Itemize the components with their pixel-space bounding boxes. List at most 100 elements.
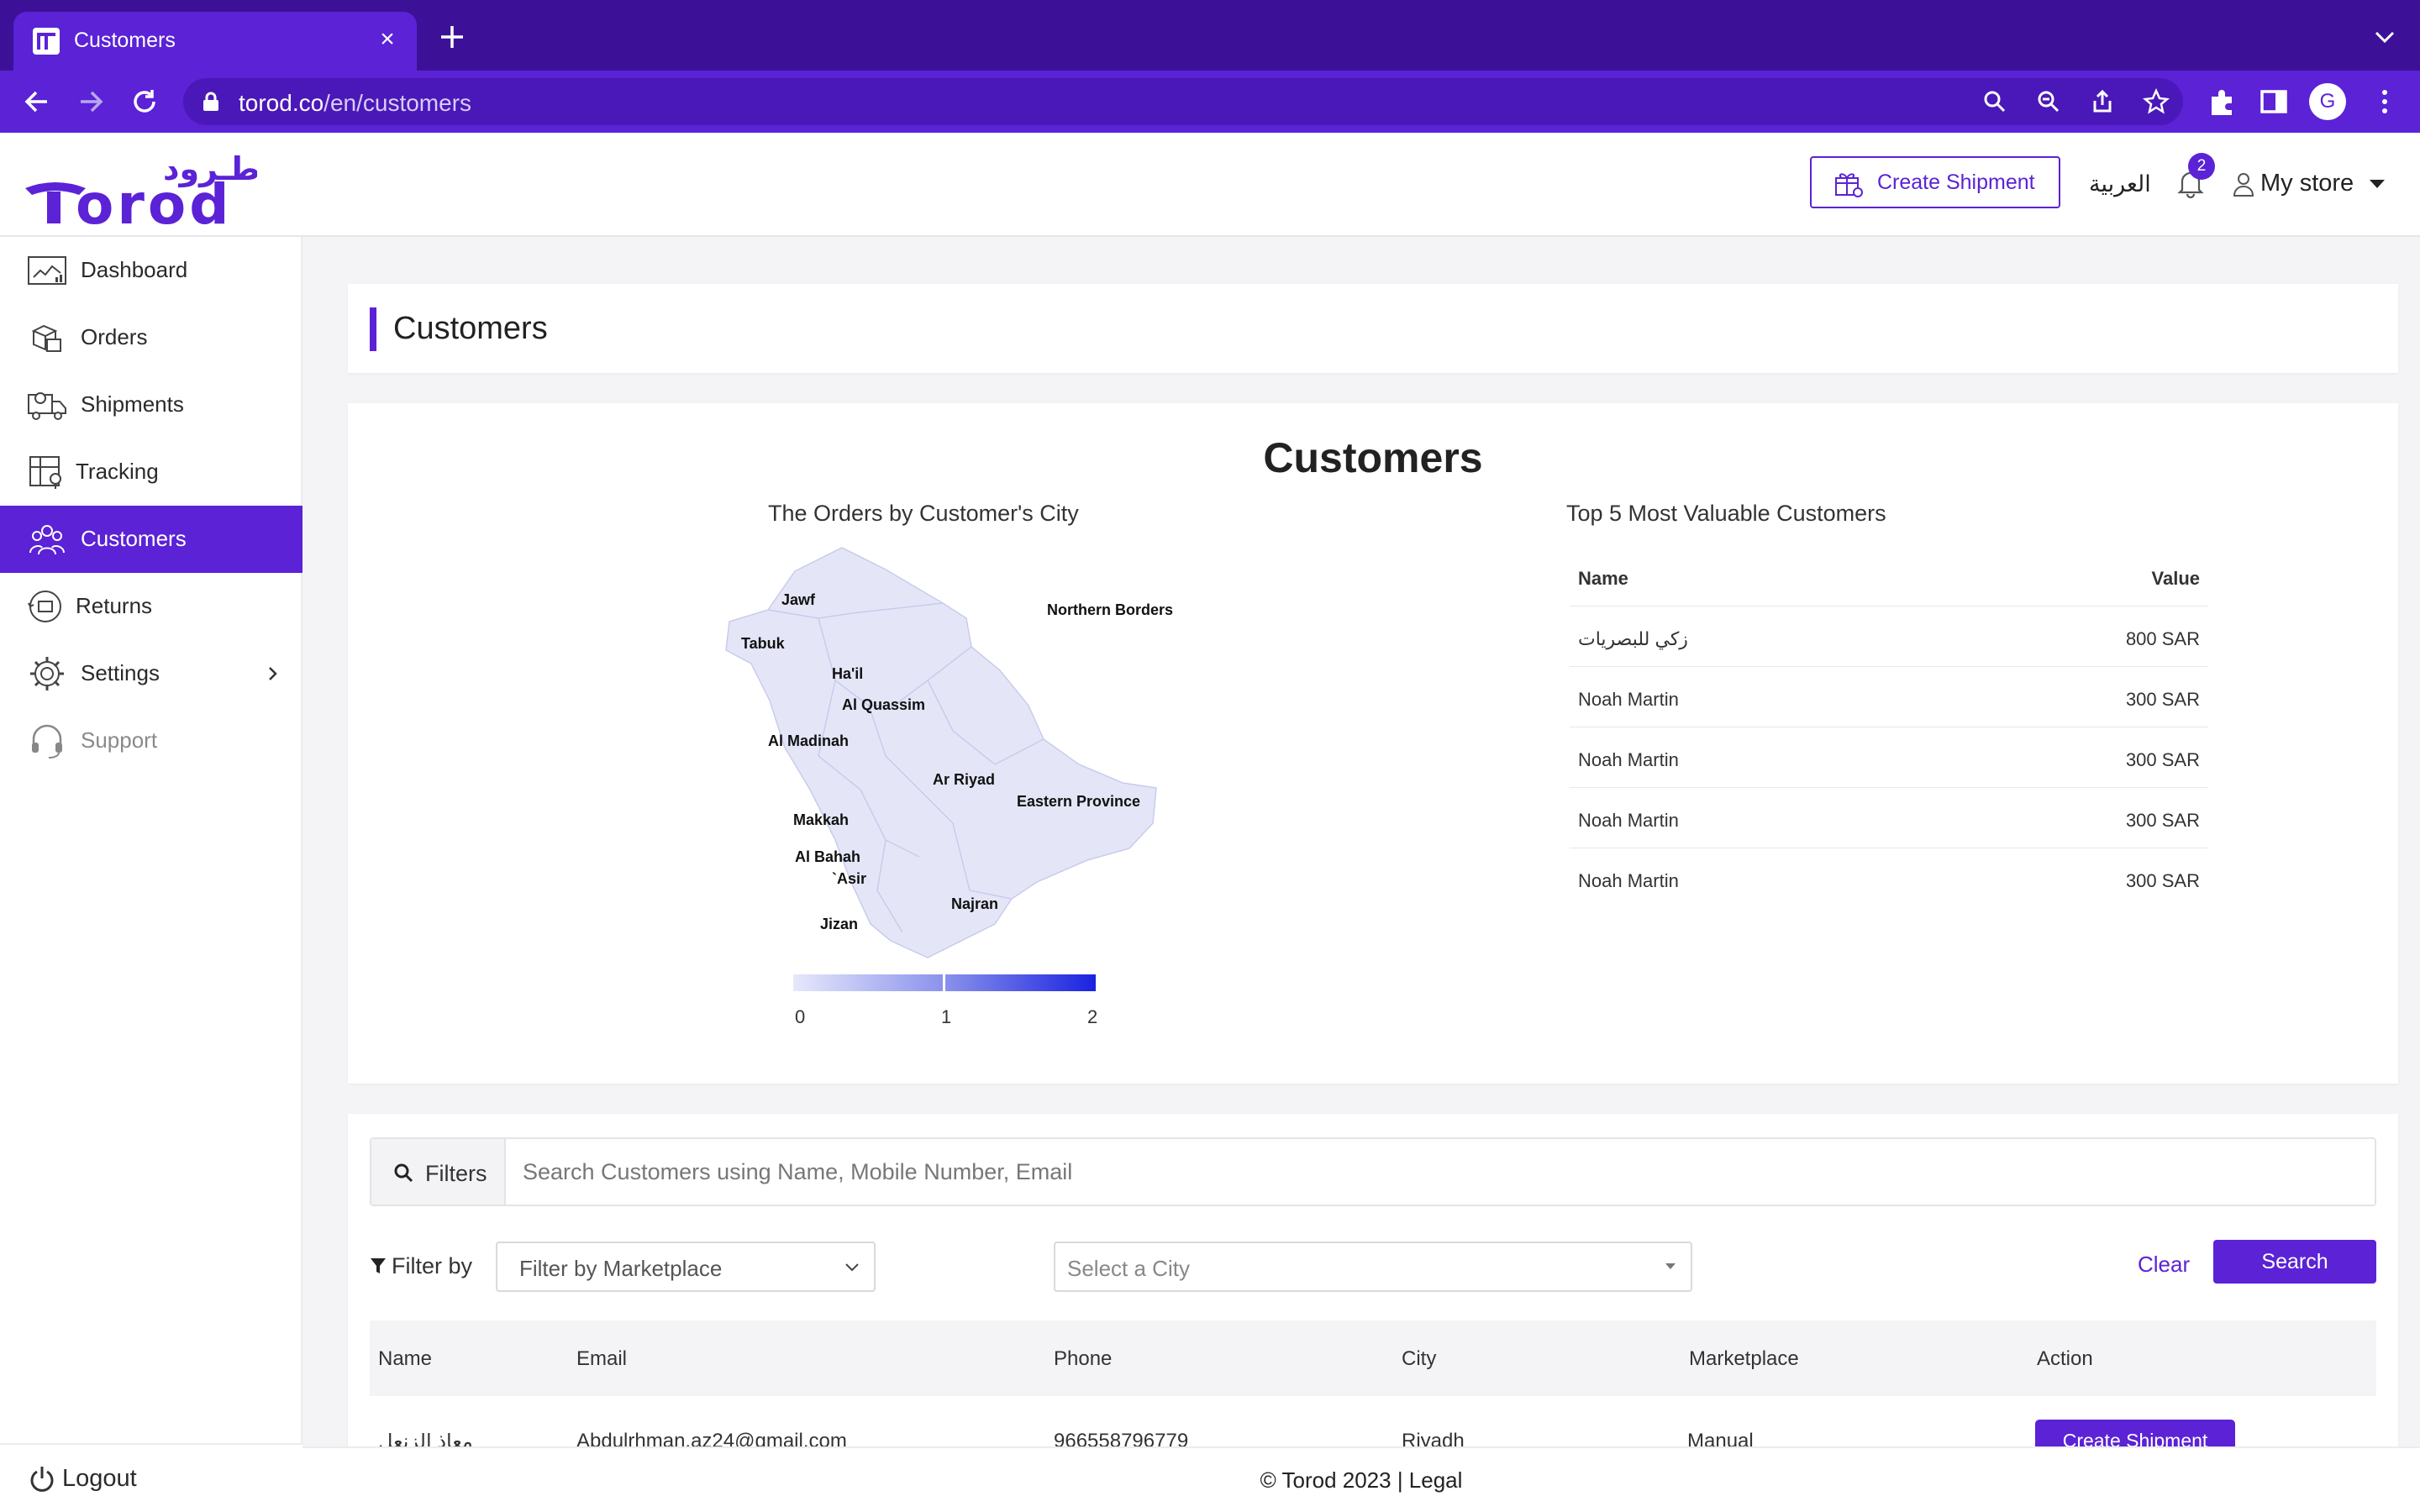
top5-row: Noah Martin 300 SAR [1570,667,2208,727]
dashboard-icon [28,256,66,285]
region-label: Makkah [793,811,849,828]
search-bar: Filters [370,1137,2376,1206]
browser-tabstrip: Customers × [0,0,2420,71]
profile-avatar[interactable]: G [2309,83,2346,120]
close-tab-icon[interactable]: × [380,25,395,53]
lock-icon [203,92,218,111]
region-label: Al Bahah [795,848,860,865]
store-menu[interactable]: My store [2260,170,2354,197]
sidebar-item-tracking[interactable]: Tracking [0,438,302,506]
svg-text:orod: orod [76,172,232,227]
bookmark-star-icon[interactable] [2143,88,2170,115]
logout-button[interactable]: Logout [0,1443,302,1512]
sidebar-item-settings[interactable]: Settings [0,640,302,707]
region-label: Al Madinah [768,732,849,749]
sidebar-item-customers[interactable]: Customers [0,506,302,573]
zoom-out-icon[interactable] [2035,88,2062,115]
sidebar-item-shipments[interactable]: Shipments [0,371,302,438]
caret-down-icon[interactable] [2370,180,2385,188]
search-icon[interactable] [1981,88,2008,115]
returns-icon [28,591,61,622]
column-header: Email [576,1347,628,1370]
legend-tick: 2 [1087,1006,1098,1027]
filters-button[interactable]: Filters [371,1139,506,1205]
legend-tick: 1 [941,1006,952,1027]
marketplace-select[interactable]: Filter by Marketplace [496,1242,876,1292]
forward-icon[interactable] [74,85,108,118]
map-caption: The Orders by Customer's City [768,501,1079,526]
back-icon[interactable] [20,85,54,118]
reload-icon[interactable] [128,85,161,118]
svg-text:طـرود: طـرود [163,150,257,188]
sidebar-item-support[interactable]: Support [0,707,302,774]
color-scale-legend [793,974,1096,991]
customers-stats-card: Customers The Orders by Customer's City … [348,403,2398,1084]
region-label: Najran [951,895,998,912]
gift-box-icon [1835,173,1863,197]
page-title-card: Customers [348,284,2398,373]
top5-row: Noah Martin 300 SAR [1578,870,2200,891]
customers-list-card: Filters Filter by Filter by Marketplace … [348,1114,2398,1512]
settings-icon [30,657,64,690]
city-select[interactable]: Select a City [1054,1242,1692,1292]
app-header: طـرود orod Create Shipment العربية 2 My … [0,133,2420,237]
tracking-icon [29,456,61,489]
user-icon [2233,173,2254,197]
column-header: Phone [1054,1347,1113,1370]
address-bar[interactable]: torod.co/en/customers [183,78,2183,125]
column-header: Name [378,1347,433,1370]
shipments-icon [28,392,66,420]
column-header: Marketplace [1689,1347,1799,1370]
region-label: Northern Borders [1047,601,1173,618]
torod-favicon-icon [33,28,60,55]
language-switch[interactable]: العربية [2089,171,2151,197]
tab-title: Customers [74,29,176,52]
top5-row: Noah Martin 300 SAR [1570,727,2208,788]
browser-toolbar: torod.co/en/customers G [0,71,2420,133]
orders-icon [31,324,61,352]
search-button[interactable]: Search [2213,1240,2376,1284]
sidebar: Dashboard Orders Shipments Tracking Cust… [0,237,302,1512]
region-label: Ar Riyad [933,771,995,788]
customers-icon [29,525,65,555]
top5-table: Name Value زكي للبصريات 800 SAR Noah Mar… [1570,546,2208,909]
support-icon [32,724,62,759]
browser-tab[interactable]: Customers × [13,12,417,71]
search-input[interactable] [508,1139,2373,1205]
side-panel-icon[interactable] [2257,85,2291,118]
top5-header-row: Name Value [1570,546,2208,606]
saudi-regions-map[interactable]: Jawf Northern Borders Tabuk Ha'il Al Qua… [676,538,1213,974]
region-label: Ha'il [832,665,863,682]
region-label: Eastern Province [1017,793,1140,810]
title-accent-bar [370,307,376,351]
url-text: torod.co/en/customers [239,90,472,116]
footer: © Torod 2023 | Legal [302,1446,2420,1512]
top5-row: زكي للبصريات 800 SAR [1570,606,2208,667]
filter-by-label: Filter by [370,1253,472,1279]
browser-menu-icon[interactable] [2368,85,2402,118]
new-tab-icon[interactable] [437,22,467,52]
table-header: Name Email Phone City Marketplace Action [370,1320,2376,1396]
legend-tick: 0 [795,1006,806,1027]
chevron-right-icon [269,667,277,680]
region-label: Jizan [820,916,858,932]
column-header: Action [2037,1347,2093,1370]
share-icon[interactable] [2089,88,2116,115]
top5-caption: Top 5 Most Valuable Customers [1566,501,1886,526]
caret-down-icon [1665,1263,1676,1269]
chevron-down-icon[interactable] [2373,29,2396,45]
region-label: `Asir [832,870,866,887]
power-icon [30,1467,54,1492]
notification-badge: 2 [2188,153,2215,180]
clear-button[interactable]: Clear [2138,1252,2191,1277]
chevron-down-icon [845,1263,859,1272]
sidebar-item-orders[interactable]: Orders [0,304,302,371]
torod-logo[interactable]: طـرود orod [22,146,257,227]
extensions-icon[interactable] [2205,85,2238,118]
sidebar-item-dashboard[interactable]: Dashboard [0,237,302,304]
search-icon [394,1163,413,1183]
create-shipment-button[interactable]: Create Shipment [1810,156,2060,208]
sidebar-item-returns[interactable]: Returns [0,573,302,640]
stats-title: Customers [1263,434,1483,481]
region-label: Jawf [781,591,816,608]
